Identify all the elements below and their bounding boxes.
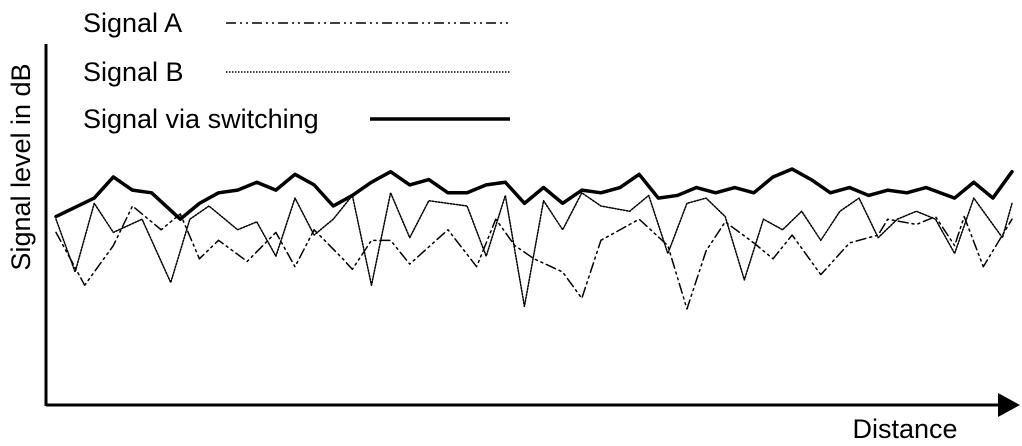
series-line-signal-a xyxy=(55,205,1013,310)
series-line-signal-via-switching xyxy=(54,167,1014,221)
legend-entry-label: Signal B xyxy=(83,57,184,87)
legend-entry-label: Signal via switching xyxy=(83,104,319,134)
series-line-signal-b xyxy=(55,192,1013,308)
y-axis-label: Signal level in dB xyxy=(6,63,36,270)
plot-series xyxy=(54,167,1014,310)
x-axis-arrow xyxy=(998,393,1020,417)
axes xyxy=(44,44,1020,417)
legend-entry-label: Signal A xyxy=(83,8,182,38)
legend: Signal A Signal B Signal via switching xyxy=(83,8,510,134)
x-axis-label: Distance xyxy=(852,414,957,444)
